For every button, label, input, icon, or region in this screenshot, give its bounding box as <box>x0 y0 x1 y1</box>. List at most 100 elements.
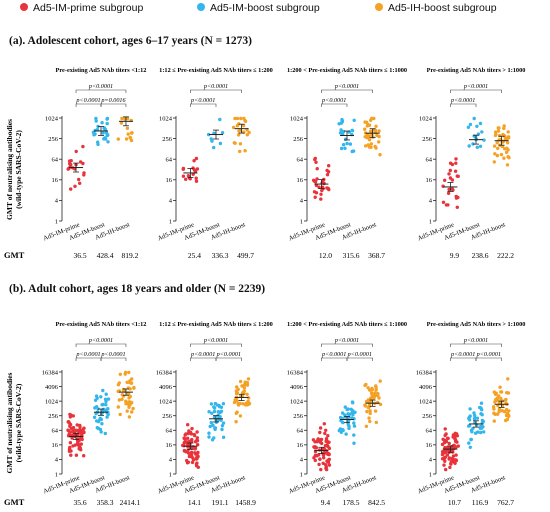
data-point <box>500 409 504 413</box>
data-point <box>195 461 199 465</box>
data-point <box>318 457 322 461</box>
data-point <box>215 403 219 407</box>
data-point <box>126 132 130 136</box>
data-point <box>472 116 476 121</box>
data-point <box>343 146 347 150</box>
data-point <box>117 398 122 402</box>
data-point <box>100 121 104 125</box>
gmt-value: 2414.1 <box>120 498 141 507</box>
data-point <box>497 410 501 414</box>
data-point <box>187 429 191 433</box>
data-point <box>186 448 190 452</box>
data-point <box>492 419 496 423</box>
data-point <box>194 176 198 180</box>
y-tick-label: 16 <box>297 442 304 449</box>
gmt-value: 12.0 <box>319 251 332 260</box>
data-point <box>319 197 323 201</box>
data-point <box>128 387 132 391</box>
data-point <box>323 444 328 448</box>
y-tick-label: 16 <box>426 177 433 184</box>
data-point <box>190 426 194 431</box>
panel-6: 1:12 ≤ Pre-existing Ad5 NAb titers ≤ 1:2… <box>156 321 273 507</box>
y-tick-label: 16384 <box>416 369 433 376</box>
data-point <box>480 425 485 429</box>
y-tick-label: 64 <box>52 428 59 435</box>
p-value-label: p<0.0001 <box>463 83 488 90</box>
data-point <box>320 188 324 193</box>
data-point <box>94 116 98 121</box>
panel-7: 1:200 < Pre-existing Ad5 NAb titers ≤ 1:… <box>287 321 407 507</box>
data-point <box>245 392 249 396</box>
y-tick-label: 1024 <box>290 115 304 122</box>
data-point <box>373 393 377 397</box>
data-point <box>318 438 323 442</box>
data-point <box>370 133 374 137</box>
gmt-value: 222.2 <box>497 251 514 260</box>
data-point <box>71 414 76 418</box>
y-tick-label: 1024 <box>419 115 433 122</box>
data-point <box>444 203 449 207</box>
significance-bracket <box>450 103 477 107</box>
y-tick-label: 4 <box>169 198 173 205</box>
y-tick-label: 1 <box>429 218 432 225</box>
data-point <box>475 416 480 420</box>
y-tick-label: 64 <box>166 157 173 164</box>
data-point <box>237 122 241 126</box>
data-point <box>369 396 373 400</box>
data-point <box>327 446 332 451</box>
data-point <box>374 385 378 390</box>
data-point <box>495 141 499 145</box>
data-point <box>234 411 238 415</box>
data-point <box>74 428 78 432</box>
data-point <box>443 433 447 438</box>
data-point <box>496 129 501 133</box>
data-point <box>475 145 479 149</box>
panel-4: Pre-existing Ad5 NAb titers > 1:1000 1 4 16… <box>417 67 526 260</box>
data-point <box>505 146 509 150</box>
data-point <box>209 137 213 141</box>
p-value-label: p<0.0001 <box>190 97 215 104</box>
data-point <box>181 174 186 178</box>
gmt-value: 315.6 <box>343 251 360 260</box>
significance-bracket <box>321 343 373 347</box>
data-point <box>101 388 105 393</box>
data-point <box>119 121 124 125</box>
data-point <box>187 451 191 455</box>
y-tick-label: 256 <box>162 136 173 143</box>
data-point <box>493 152 497 156</box>
data-point <box>449 461 453 466</box>
data-point <box>105 415 109 419</box>
data-point <box>348 142 353 146</box>
data-point <box>247 130 251 135</box>
data-point <box>184 432 188 436</box>
gmt-value: 428.4 <box>97 251 114 260</box>
data-point <box>81 144 85 149</box>
y-tick-label: 1024 <box>290 398 304 405</box>
legend: Ad5-IM-prime subgroup Ad5-IM-boost subgr… <box>0 2 550 20</box>
data-point <box>213 426 218 430</box>
data-point <box>311 438 316 442</box>
data-point <box>468 407 472 411</box>
data-point <box>492 144 497 148</box>
legend-marker-blue <box>197 3 205 12</box>
data-point <box>441 437 445 441</box>
data-point <box>123 372 127 376</box>
data-point <box>210 411 214 415</box>
data-point <box>125 409 129 413</box>
p-value-label: p<0.0001 <box>321 97 346 104</box>
y-tick-label: 4096 <box>419 384 433 391</box>
data-point <box>104 392 108 396</box>
data-point <box>479 401 484 405</box>
p-value-label: p<0.0001 <box>100 351 125 358</box>
data-point <box>208 424 212 429</box>
data-point <box>351 401 355 405</box>
data-point <box>448 161 453 165</box>
data-point <box>482 138 486 142</box>
y-tick-label: 64 <box>166 428 173 435</box>
data-point <box>195 439 200 443</box>
data-point <box>499 152 504 157</box>
p-value-label: p<0.0001 <box>203 83 228 90</box>
data-point <box>78 423 82 428</box>
data-point <box>236 387 240 392</box>
